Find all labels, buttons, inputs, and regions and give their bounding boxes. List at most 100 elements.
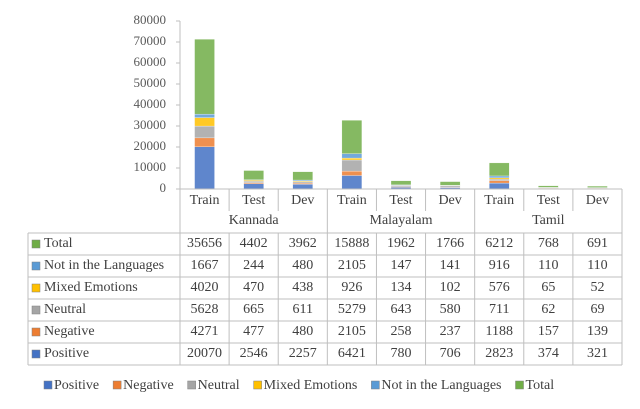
x-tick-label: Dev xyxy=(438,193,461,208)
legend-label: Neutral xyxy=(198,378,240,393)
x-tick-label: Train xyxy=(190,193,220,208)
x-tick-label: Test xyxy=(537,193,560,208)
table-value: 926 xyxy=(341,280,362,295)
legend-marker xyxy=(31,305,41,315)
table-value: 62 xyxy=(541,302,555,317)
table-value: 65 xyxy=(541,280,555,295)
bar xyxy=(341,170,363,176)
table-value: 711 xyxy=(489,302,509,317)
bar xyxy=(587,185,608,188)
legend-marker xyxy=(112,380,122,390)
table-value: 470 xyxy=(243,280,264,295)
table-value: 3962 xyxy=(289,236,317,251)
table-value: 134 xyxy=(391,280,412,295)
group-label: Tamil xyxy=(532,213,565,228)
y-tick-label: 0 xyxy=(160,180,167,195)
table-value: 2105 xyxy=(338,258,366,273)
bar xyxy=(341,157,363,161)
group-label: Kannada xyxy=(229,213,280,228)
x-tick-label: Train xyxy=(337,193,367,208)
bar xyxy=(243,183,264,190)
row-label: Negative xyxy=(44,324,95,339)
bar xyxy=(243,170,264,180)
legend-label: Positive xyxy=(54,378,99,393)
bar xyxy=(489,177,510,180)
table-value: 110 xyxy=(587,258,607,273)
table-value: 477 xyxy=(243,324,264,339)
x-tick-label: Test xyxy=(389,193,412,208)
legend-label: Mixed Emotions xyxy=(264,378,358,393)
bar xyxy=(538,185,559,188)
bar xyxy=(194,39,215,115)
bar xyxy=(489,182,510,190)
table-value: 321 xyxy=(587,346,608,361)
table-value: 4402 xyxy=(240,236,268,251)
table-value: 1188 xyxy=(485,324,512,339)
bar xyxy=(489,175,510,179)
table-value: 916 xyxy=(489,258,510,273)
table-value: 157 xyxy=(538,324,559,339)
table-value: 52 xyxy=(590,280,604,295)
y-tick-label: 80000 xyxy=(134,12,167,27)
bar xyxy=(489,162,510,177)
bar xyxy=(489,178,510,181)
table-value: 4020 xyxy=(191,280,219,295)
bar xyxy=(292,179,313,182)
y-tick-label: 30000 xyxy=(134,117,167,132)
bar xyxy=(194,137,215,148)
bar xyxy=(489,180,510,184)
table-value: 244 xyxy=(243,258,264,273)
table-value: 5628 xyxy=(191,302,219,317)
bar xyxy=(292,171,313,181)
table-value: 1962 xyxy=(387,236,415,251)
legend-label: Negative xyxy=(123,378,174,393)
table-value: 643 xyxy=(391,302,412,317)
table-value: 768 xyxy=(538,236,559,251)
bar xyxy=(292,184,313,190)
table-value: 6212 xyxy=(485,236,513,251)
y-tick-label: 10000 xyxy=(134,159,167,174)
row-label: Not in the Languages xyxy=(44,258,164,273)
table-value: 611 xyxy=(293,302,313,317)
legend-marker xyxy=(31,261,41,271)
group-label: Malayalam xyxy=(370,213,433,228)
table-value: 665 xyxy=(243,302,264,317)
bar xyxy=(243,182,264,184)
legend-marker xyxy=(31,239,41,249)
bar xyxy=(439,181,461,186)
y-tick-label: 60000 xyxy=(134,54,167,69)
legend-marker xyxy=(31,283,41,293)
table-value: 1667 xyxy=(191,258,219,273)
row-label: Positive xyxy=(44,346,89,361)
bar xyxy=(341,159,363,172)
legend-marker xyxy=(371,380,380,390)
bar xyxy=(390,180,412,186)
bar xyxy=(194,125,215,139)
table-value: 110 xyxy=(538,258,558,273)
bar xyxy=(292,181,313,184)
table-value: 35656 xyxy=(187,236,222,251)
table-value: 69 xyxy=(590,302,604,317)
bar xyxy=(390,185,412,187)
bar xyxy=(292,183,313,185)
table-value: 1766 xyxy=(436,236,464,251)
bar xyxy=(243,181,264,183)
y-tick-label: 40000 xyxy=(134,96,167,111)
x-tick-label: Test xyxy=(242,193,265,208)
table-value: 2546 xyxy=(240,346,268,361)
table-value: 438 xyxy=(292,280,313,295)
table-value: 480 xyxy=(292,324,313,339)
table-value: 2105 xyxy=(338,324,366,339)
bar xyxy=(439,185,461,188)
legend-marker xyxy=(43,380,53,390)
bar xyxy=(341,120,363,154)
table-value: 706 xyxy=(440,346,461,361)
row-label: Total xyxy=(44,236,73,251)
legend-marker xyxy=(515,380,524,390)
table-value: 102 xyxy=(440,280,461,295)
table-value: 20070 xyxy=(187,346,222,361)
x-tick-label: Dev xyxy=(586,193,609,208)
table-value: 15888 xyxy=(334,236,369,251)
bar xyxy=(194,113,215,118)
